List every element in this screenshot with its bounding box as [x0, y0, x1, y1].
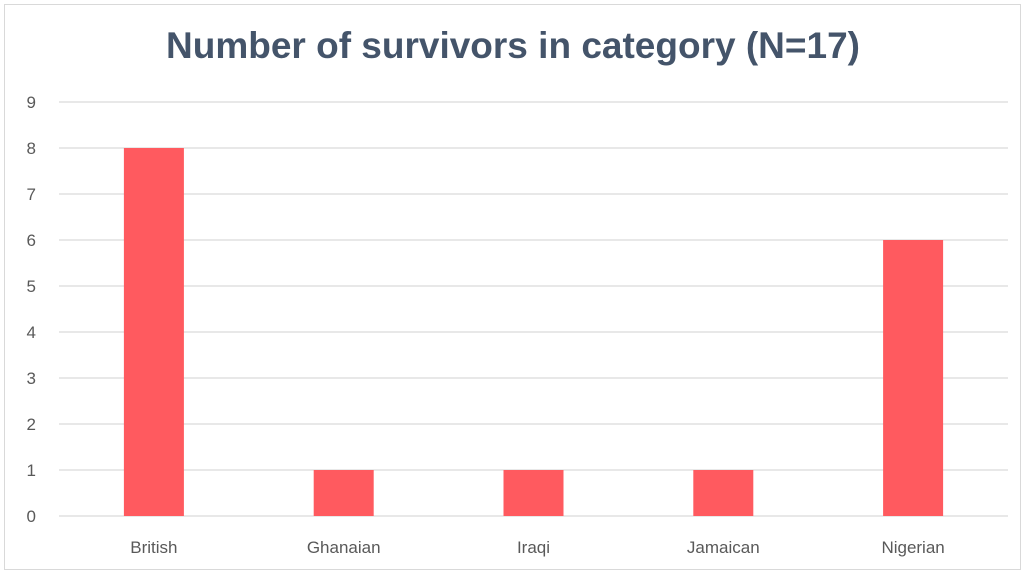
- bar-ghanaian: [313, 470, 374, 516]
- gridlines: [59, 101, 1008, 517]
- y-tick-label: 0: [27, 507, 36, 526]
- bar-iraqi: [503, 470, 564, 516]
- y-tick-label: 6: [27, 231, 36, 250]
- x-tick-label-ghanaian: Ghanaian: [307, 538, 381, 557]
- bar-jamaican: [693, 470, 754, 516]
- x-tick-label-nigerian: Nigerian: [881, 538, 944, 557]
- bar-british: [123, 148, 184, 516]
- x-axis-ticks: British Ghanaian Iraqi Jamaican Nigerian: [130, 538, 944, 557]
- y-tick-label: 7: [27, 185, 36, 204]
- bar-nigerian: [883, 240, 944, 516]
- y-tick-label: 5: [27, 277, 36, 296]
- chart-title: Number of survivors in category (N=17): [166, 25, 860, 66]
- bars: [123, 148, 944, 516]
- y-tick-label: 2: [27, 415, 36, 434]
- x-tick-label-iraqi: Iraqi: [517, 538, 550, 557]
- y-tick-label: 4: [27, 323, 36, 342]
- x-tick-label-british: British: [130, 538, 177, 557]
- y-tick-label: 8: [27, 139, 36, 158]
- y-tick-label: 1: [27, 461, 36, 480]
- y-tick-label: 3: [27, 369, 36, 388]
- y-axis-ticks: 0 1 2 3 4 5 6 7 8 9: [27, 93, 36, 526]
- x-tick-label-jamaican: Jamaican: [687, 538, 760, 557]
- y-tick-label: 9: [27, 93, 36, 112]
